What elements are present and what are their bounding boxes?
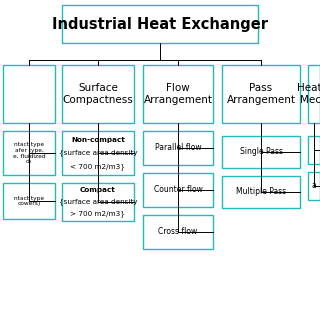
Bar — [308, 65, 320, 123]
Text: Compact: Compact — [80, 188, 116, 194]
Text: Flow
Arrangement: Flow Arrangement — [143, 83, 212, 105]
Text: Industrial Heat Exchanger: Industrial Heat Exchanger — [52, 17, 268, 31]
Text: Cross flow: Cross flow — [158, 228, 198, 236]
Bar — [62, 65, 134, 123]
Bar — [3, 131, 55, 175]
Bar — [62, 5, 258, 43]
Text: Parallel flow: Parallel flow — [155, 143, 201, 153]
Text: < 700 m2/m3}: < 700 m2/m3} — [70, 163, 125, 170]
Bar — [222, 176, 300, 208]
Text: Multiple Pass: Multiple Pass — [236, 188, 286, 196]
Bar — [143, 131, 213, 165]
Bar — [3, 65, 55, 123]
Text: Heat T
Mech: Heat T Mech — [297, 83, 320, 105]
Bar — [62, 183, 134, 221]
Bar — [143, 173, 213, 207]
Bar — [3, 183, 55, 219]
Text: ntact type
cowers): ntact type cowers) — [14, 196, 44, 206]
Text: Counter flow: Counter flow — [154, 186, 203, 195]
Text: Pass
Arrangement: Pass Arrangement — [227, 83, 295, 105]
Bar — [143, 65, 213, 123]
Bar — [308, 136, 320, 164]
Text: > 700 m2/m3}: > 700 m2/m3} — [70, 210, 125, 217]
Text: Non-compact: Non-compact — [71, 137, 125, 143]
Bar — [143, 215, 213, 249]
Bar — [308, 172, 320, 200]
Text: Single Pass: Single Pass — [239, 148, 283, 156]
Text: a: a — [312, 181, 316, 190]
Text: Surface
Compactness: Surface Compactness — [63, 83, 133, 105]
Text: {surface area density: {surface area density — [59, 150, 137, 156]
Text: ntact type
afer type,
e, fluidized
d): ntact type afer type, e, fluidized d) — [13, 142, 45, 164]
Bar — [62, 131, 134, 175]
Bar — [222, 65, 300, 123]
Bar — [222, 136, 300, 168]
Text: {surface area density: {surface area density — [59, 199, 137, 205]
